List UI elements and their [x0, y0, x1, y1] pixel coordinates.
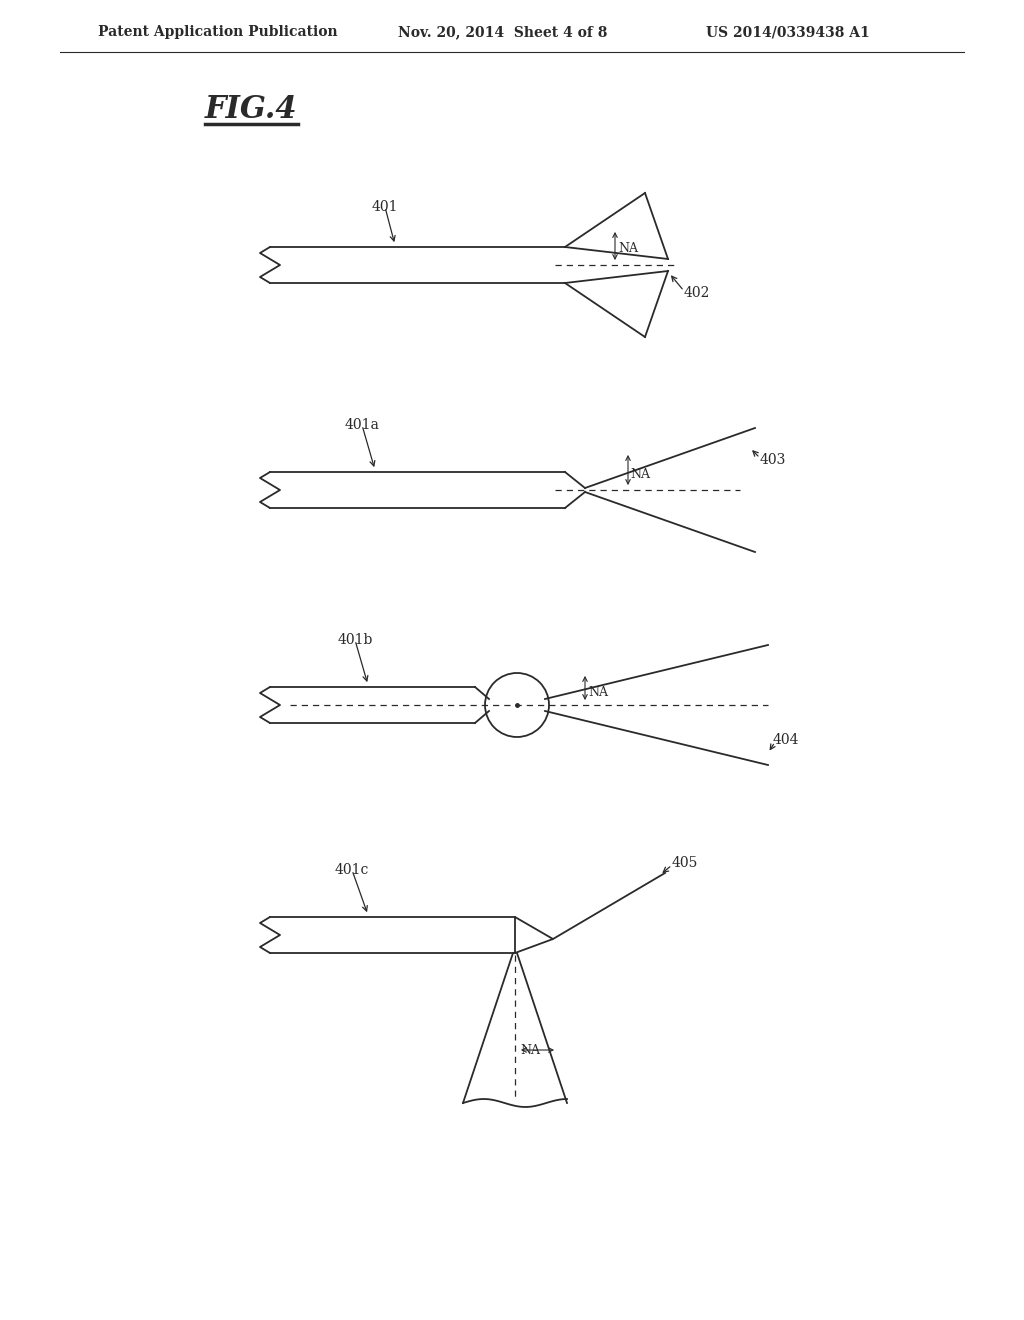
Text: 403: 403	[760, 453, 786, 467]
Text: 405: 405	[672, 855, 698, 870]
Text: 402: 402	[684, 286, 711, 300]
Text: Nov. 20, 2014  Sheet 4 of 8: Nov. 20, 2014 Sheet 4 of 8	[398, 25, 607, 40]
Text: NA: NA	[630, 467, 650, 480]
Text: 401c: 401c	[335, 863, 370, 876]
Text: US 2014/0339438 A1: US 2014/0339438 A1	[706, 25, 869, 40]
Text: 404: 404	[773, 733, 800, 747]
Text: NA: NA	[588, 686, 608, 700]
Text: Patent Application Publication: Patent Application Publication	[98, 25, 338, 40]
Text: 401b: 401b	[337, 634, 373, 647]
Text: 401: 401	[372, 201, 398, 214]
Text: 401a: 401a	[344, 418, 380, 432]
Text: NA: NA	[618, 243, 638, 256]
Text: NA: NA	[520, 1044, 540, 1056]
Text: FIG.4: FIG.4	[205, 95, 298, 125]
